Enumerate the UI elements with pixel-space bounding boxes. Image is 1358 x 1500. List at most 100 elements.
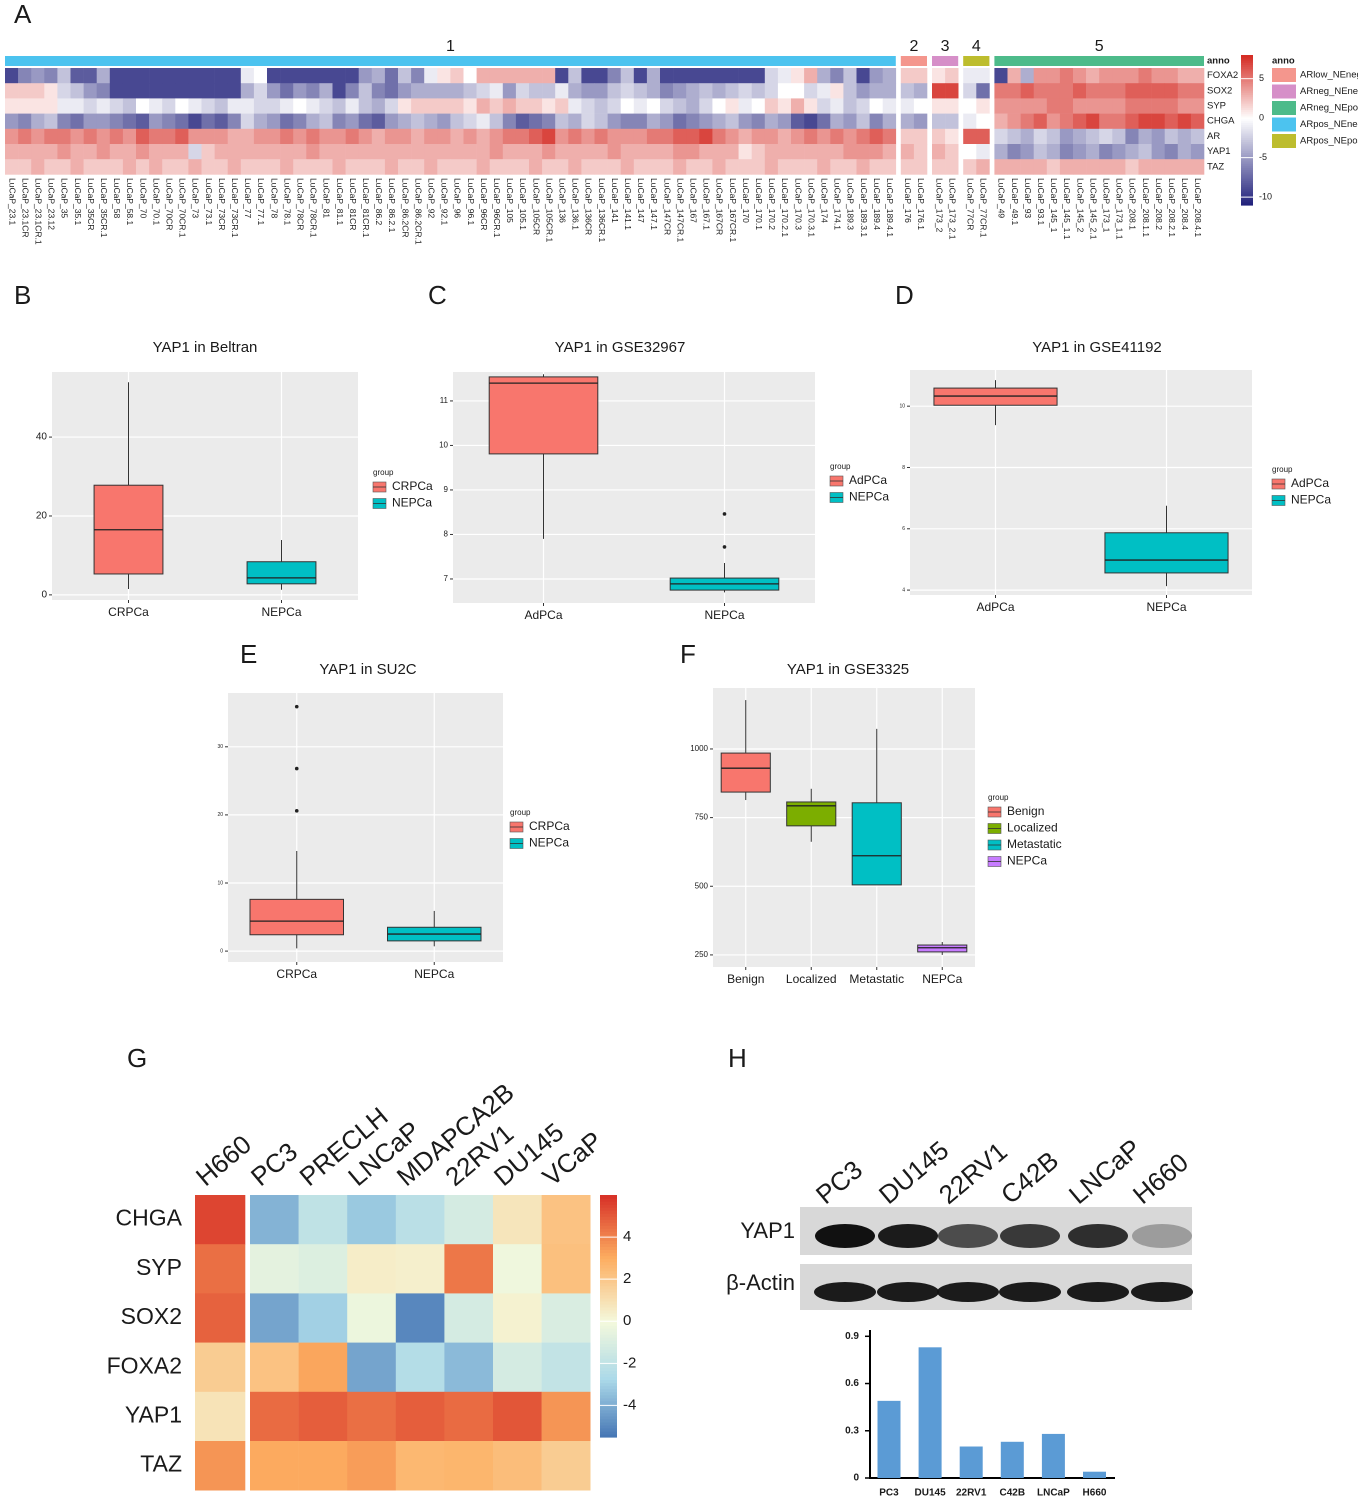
heatmap-cell [306, 159, 320, 175]
colorbar-step [1241, 175, 1253, 178]
heatmap-cell [44, 98, 58, 114]
heatmap-cell [686, 68, 700, 84]
heatmap-cell [699, 128, 713, 145]
heatmap-cell [594, 68, 608, 84]
heatmap-cell [149, 144, 163, 160]
colorbar-step [600, 1255, 617, 1260]
heatmap-cell [253, 98, 268, 114]
heatmap-cell [1164, 68, 1179, 84]
sample-label: LuCaP_49.1 [1010, 178, 1020, 226]
heatmap-cell [109, 159, 124, 175]
heatmap-cell [913, 113, 928, 130]
colorbar-step [600, 1409, 617, 1414]
heatmap-cell [463, 83, 477, 99]
colorbar-step [600, 1400, 617, 1405]
heatmap-cell [843, 159, 857, 175]
heatmap-cell [817, 98, 831, 114]
heatmap-cell [267, 83, 281, 99]
heatmap-cell [1177, 159, 1192, 175]
heatmap-cell [830, 68, 844, 84]
heatmap-cell [424, 144, 438, 160]
row-label: TAZ [1207, 161, 1224, 172]
colorbar-step [600, 1291, 617, 1296]
heatmap-cell [1073, 68, 1087, 84]
colorbar-step [600, 1322, 617, 1326]
heatmap-cell [555, 128, 569, 145]
y-tick-label: 500 [695, 881, 709, 890]
blot-band [1000, 1224, 1060, 1248]
heatmap-cell [96, 113, 111, 130]
heatmap-cell [1190, 98, 1205, 114]
colorbar-step [600, 1358, 617, 1362]
heatmap-cell [332, 128, 346, 145]
heatmap-cell [384, 83, 399, 99]
sample-label: LuCaP_77CR [966, 178, 976, 230]
heatmap-cell [1125, 144, 1139, 160]
sample-label: LuCaP_81.1 [335, 178, 345, 226]
heatmap-cell [1099, 68, 1113, 84]
heatmap-cell [411, 144, 425, 160]
heatmap-cell [31, 128, 45, 145]
heatmap-cell [195, 1391, 246, 1442]
heatmap-cell [568, 98, 582, 114]
heatmap-cell [319, 159, 333, 175]
colorbar-step [600, 1297, 617, 1302]
heatmap-cell [555, 113, 569, 130]
colorbar-step [1241, 101, 1253, 105]
heatmap-cell [424, 68, 438, 84]
heatmap-cell [70, 159, 84, 175]
heatmap-cell [280, 98, 294, 114]
y-tick-label: 250 [695, 950, 709, 959]
heatmap-cell [149, 98, 163, 114]
heatmap-cell [932, 68, 946, 84]
heatmap-cell [1033, 113, 1048, 130]
heatmap-cell [1125, 83, 1139, 99]
heatmap-cell [411, 98, 425, 114]
heatmap-cell [201, 144, 215, 160]
heatmap-cell [201, 159, 215, 175]
colorbar-step [1241, 130, 1253, 133]
colorbar-step [1241, 180, 1253, 184]
heatmap-cell [306, 98, 320, 114]
heatmap-cell [109, 68, 124, 84]
sample-label: LuCaP_73 [191, 178, 201, 218]
heatmap-cell [945, 98, 959, 114]
heatmap-cell [1086, 159, 1100, 175]
heatmap-cell [136, 128, 150, 145]
sample-label: LuCaP_170.2 [767, 178, 777, 230]
colorbar-step [1241, 191, 1253, 195]
colorbar-step [1241, 100, 1253, 103]
heatmap-cell [699, 83, 713, 99]
colorbar-step [600, 1294, 617, 1299]
heatmap-cell [31, 68, 45, 84]
sample-label: LuCaP_176.1 [916, 178, 926, 230]
colorbar-step [600, 1352, 617, 1356]
heatmap-cell [476, 128, 490, 145]
heatmap-cell [188, 98, 202, 114]
heatmap-cell [57, 128, 71, 145]
colorbar-step [1241, 141, 1253, 144]
heatmap-cell [1138, 144, 1152, 160]
heatmap-cell [1033, 83, 1048, 99]
heatmap-cell [568, 128, 582, 145]
heatmap-cell [963, 113, 977, 130]
heatmap-cell [515, 83, 530, 99]
heatmap-cell [293, 159, 307, 175]
box [917, 944, 968, 953]
heatmap-cell [1164, 113, 1179, 130]
colorbar-step [600, 1370, 617, 1375]
sample-label: LuCaP_86.2CR.1 [413, 178, 423, 245]
heatmap-cell [395, 1391, 445, 1442]
heatmap-cell [214, 144, 228, 160]
heatmap-cell [18, 83, 32, 99]
heatmap-cell [214, 113, 228, 130]
heatmap-cell [673, 98, 687, 114]
heatmap-cell [347, 1195, 397, 1245]
row-label: SOX2 [1207, 85, 1232, 96]
heatmap-cell [777, 113, 792, 130]
row-label: SYP [1207, 101, 1226, 112]
heatmap-cell [994, 144, 1008, 160]
colorbar-tick-label: -10 [1259, 191, 1272, 201]
colorbar-step [600, 1279, 617, 1284]
heatmap-cell [227, 113, 242, 130]
